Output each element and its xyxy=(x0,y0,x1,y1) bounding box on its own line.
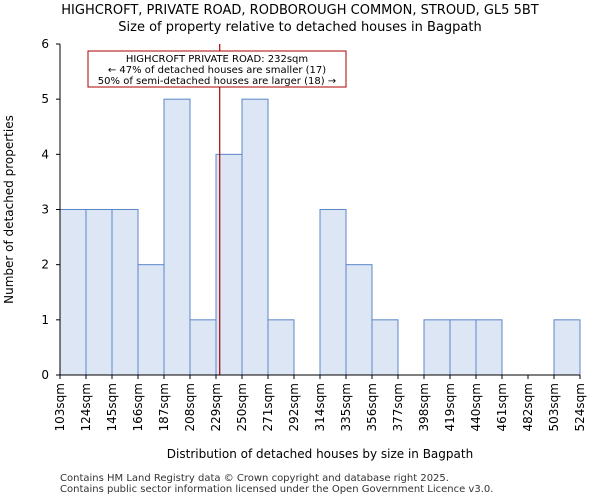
bars-layer xyxy=(59,98,581,376)
bar-271sqm xyxy=(267,319,295,376)
annotation-line-3: 50% of semi-detached houses are larger (… xyxy=(98,76,336,87)
x-tick-label-503sqm: 503sqm xyxy=(547,383,561,431)
y-tick-label-4: 4 xyxy=(41,147,49,161)
bar-440sqm xyxy=(475,319,503,376)
bar-356sqm xyxy=(371,319,399,376)
x-tick-label-271sqm: 271sqm xyxy=(261,383,275,431)
bar-398sqm xyxy=(423,319,451,376)
bar-208sqm xyxy=(189,319,217,376)
bar-187sqm xyxy=(163,98,191,376)
x-tick-label-377sqm: 377sqm xyxy=(391,383,405,431)
axes-layer: 0 1 2 3 4 5 6 103sqm 124sqm 145sqm 166sqm 187sqm 208… xyxy=(41,37,587,431)
bar-229sqm xyxy=(215,153,243,376)
y-tick-label-6: 6 xyxy=(41,37,49,51)
chart-title: HIGHCROFT, PRIVATE ROAD, RODBOROUGH COMM… xyxy=(61,3,539,18)
annotation-line-1: HIGHCROFT PRIVATE ROAD: 232sqm xyxy=(126,54,308,65)
bar-145sqm xyxy=(111,209,139,376)
footer-line-2: Contains public sector information licen… xyxy=(60,484,494,495)
bar-166sqm xyxy=(137,264,165,376)
bar-103sqm xyxy=(59,209,87,376)
x-tick-label-524sqm: 524sqm xyxy=(573,383,587,431)
chart-subtitle: Size of property relative to detached ho… xyxy=(118,20,482,35)
bar-335sqm xyxy=(345,264,373,376)
x-tick-label-335sqm: 335sqm xyxy=(339,383,353,431)
x-tick-label-398sqm: 398sqm xyxy=(417,383,431,431)
x-tick-label-461sqm: 461sqm xyxy=(495,383,509,431)
x-tick-label-292sqm: 292sqm xyxy=(287,383,301,431)
x-tick-label-440sqm: 440sqm xyxy=(469,383,483,431)
footer: Contains HM Land Registry data © Crown c… xyxy=(60,473,493,495)
x-tick-label-482sqm: 482sqm xyxy=(521,383,535,431)
bar-314sqm xyxy=(319,209,347,376)
y-tick-label-0: 0 xyxy=(41,368,49,382)
chart-title-block: HIGHCROFT, PRIVATE ROAD, RODBOROUGH COMM… xyxy=(0,2,600,36)
x-tick-label-356sqm: 356sqm xyxy=(365,383,379,431)
x-tick-label-419sqm: 419sqm xyxy=(443,383,457,431)
y-tick-label-1: 1 xyxy=(41,313,49,327)
x-axis-label: Distribution of detached houses by size … xyxy=(167,447,473,461)
bar-503sqm xyxy=(553,319,581,376)
annotation-box xyxy=(87,50,347,88)
bar-250sqm xyxy=(241,98,269,376)
x-tick-label-166sqm: 166sqm xyxy=(131,383,145,431)
x-tick-label-187sqm: 187sqm xyxy=(157,383,171,431)
bar-124sqm xyxy=(85,209,113,376)
x-tick-label-314sqm: 314sqm xyxy=(313,383,327,431)
y-tick-label-2: 2 xyxy=(41,258,49,272)
footer-line-1: Contains HM Land Registry data © Crown c… xyxy=(60,473,449,484)
x-tick-label-229sqm: 229sqm xyxy=(209,383,223,431)
x-tick-label-103sqm: 103sqm xyxy=(53,383,67,431)
x-tick-label-145sqm: 145sqm xyxy=(105,383,119,431)
annotation-line-2: ← 47% of detached houses are smaller (17… xyxy=(108,65,326,76)
x-tick-label-208sqm: 208sqm xyxy=(183,383,197,431)
x-tick-label-124sqm: 124sqm xyxy=(79,383,93,431)
y-tick-label-5: 5 xyxy=(41,92,49,106)
bar-419sqm xyxy=(449,319,477,376)
x-tick-label-250sqm: 250sqm xyxy=(235,383,249,431)
y-tick-label-3: 3 xyxy=(41,203,49,217)
y-axis-label: Number of detached properties xyxy=(2,115,16,304)
